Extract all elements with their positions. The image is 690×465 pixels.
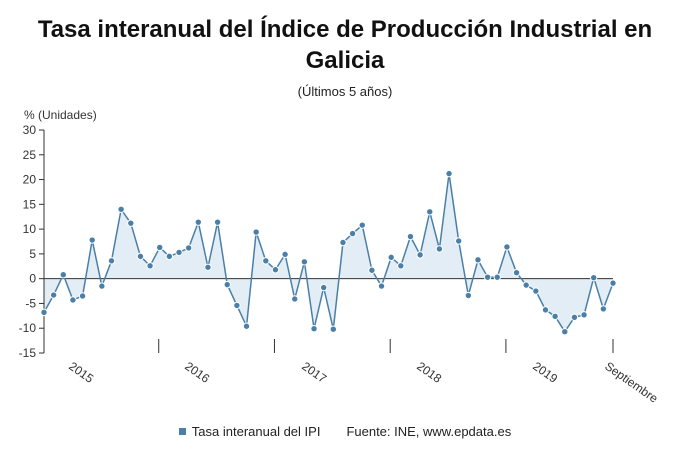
- data-point: [406, 232, 415, 241]
- x-tick-label: 2017: [299, 359, 329, 386]
- data-point: [387, 253, 395, 262]
- data-point: [291, 295, 299, 303]
- data-point: [88, 236, 96, 244]
- legend: Tasa interanual del IPI Fuente: INE, www.…: [0, 424, 690, 439]
- data-point: [165, 252, 174, 261]
- y-tick-label: 20: [23, 173, 37, 187]
- data-point: [561, 327, 569, 336]
- y-tick-label: -10: [19, 321, 37, 335]
- legend-swatch: [178, 428, 186, 435]
- data-point: [368, 266, 376, 274]
- data-point: [454, 237, 463, 245]
- data-point: [493, 273, 501, 281]
- x-tick-label: 2016: [182, 359, 212, 386]
- data-point: [377, 282, 386, 290]
- data-point: [329, 325, 338, 333]
- data-point: [503, 243, 511, 251]
- data-point: [358, 221, 366, 229]
- data-point: [474, 256, 482, 264]
- data-point: [175, 248, 183, 257]
- data-point: [107, 257, 116, 265]
- x-tick-label: Septiembre: [602, 359, 661, 406]
- data-points: [40, 169, 617, 336]
- data-point: [541, 306, 550, 314]
- y-tick-label: 25: [23, 148, 37, 162]
- data-point: [136, 252, 145, 261]
- axes: [39, 129, 614, 354]
- x-tick-label: 2015: [66, 359, 96, 386]
- data-point: [310, 325, 318, 333]
- data-point: [464, 291, 473, 300]
- y-tick-label: 10: [23, 222, 37, 236]
- data-point: [127, 219, 135, 227]
- y-axis-label: % (Unidades): [24, 108, 97, 122]
- data-point: [397, 262, 405, 270]
- data-point: [98, 282, 106, 290]
- data-point: [339, 238, 347, 247]
- data-point: [213, 218, 222, 226]
- data-point: [551, 312, 559, 321]
- data-point: [156, 243, 164, 252]
- data-point: [512, 269, 521, 277]
- chart-title: Tasa interanual del Índice de Producción…: [37, 16, 653, 74]
- legend-series-label: Tasa interanual del IPI: [191, 424, 321, 439]
- y-tick-label: -5: [25, 296, 36, 310]
- data-point: [532, 287, 540, 295]
- x-tick-labels: 2015 2016 2017 2018 2019 Septiembre: [66, 359, 661, 406]
- data-point: [271, 266, 280, 274]
- data-point: [49, 291, 58, 299]
- data-point: [194, 218, 203, 226]
- x-tick-label: 2019: [530, 359, 560, 386]
- data-point: [146, 262, 154, 270]
- data-point: [233, 301, 241, 310]
- data-point: [59, 271, 67, 279]
- data-point: [599, 305, 608, 313]
- data-point: [445, 169, 453, 178]
- data-point: [483, 273, 492, 281]
- data-point: [609, 279, 617, 287]
- data-point: [319, 283, 328, 292]
- data-point: [416, 251, 424, 259]
- data-point: [117, 205, 125, 213]
- data-point: [281, 250, 289, 259]
- data-point: [580, 311, 588, 319]
- data-point: [184, 244, 193, 252]
- data-point: [69, 296, 77, 304]
- y-tick-labels: -15 -10 -5 0 5 10 15 20 25 30: [19, 123, 37, 360]
- data-point: [223, 280, 231, 289]
- y-tick-label: -15: [19, 346, 37, 360]
- y-tick-label: 30: [23, 123, 37, 137]
- data-point: [78, 292, 87, 300]
- data-point: [252, 228, 260, 236]
- data-point: [40, 308, 48, 317]
- y-tick-label: 15: [23, 197, 37, 211]
- data-point: [435, 245, 444, 253]
- data-point: [204, 263, 212, 271]
- data-point: [262, 257, 270, 265]
- chart-subtitle: (Últimos 5 años): [297, 84, 393, 99]
- data-point: [300, 258, 309, 266]
- source-label: Fuente: INE, www.epdata.es: [346, 424, 512, 439]
- x-tick-label: 2018: [414, 359, 444, 386]
- data-point: [570, 313, 579, 322]
- data-point: [590, 273, 598, 282]
- data-point: [242, 322, 251, 330]
- data-point: [426, 208, 434, 216]
- y-tick-label: 0: [29, 272, 36, 286]
- data-point: [522, 281, 530, 289]
- y-tick-label: 5: [29, 247, 36, 261]
- data-point: [348, 229, 357, 238]
